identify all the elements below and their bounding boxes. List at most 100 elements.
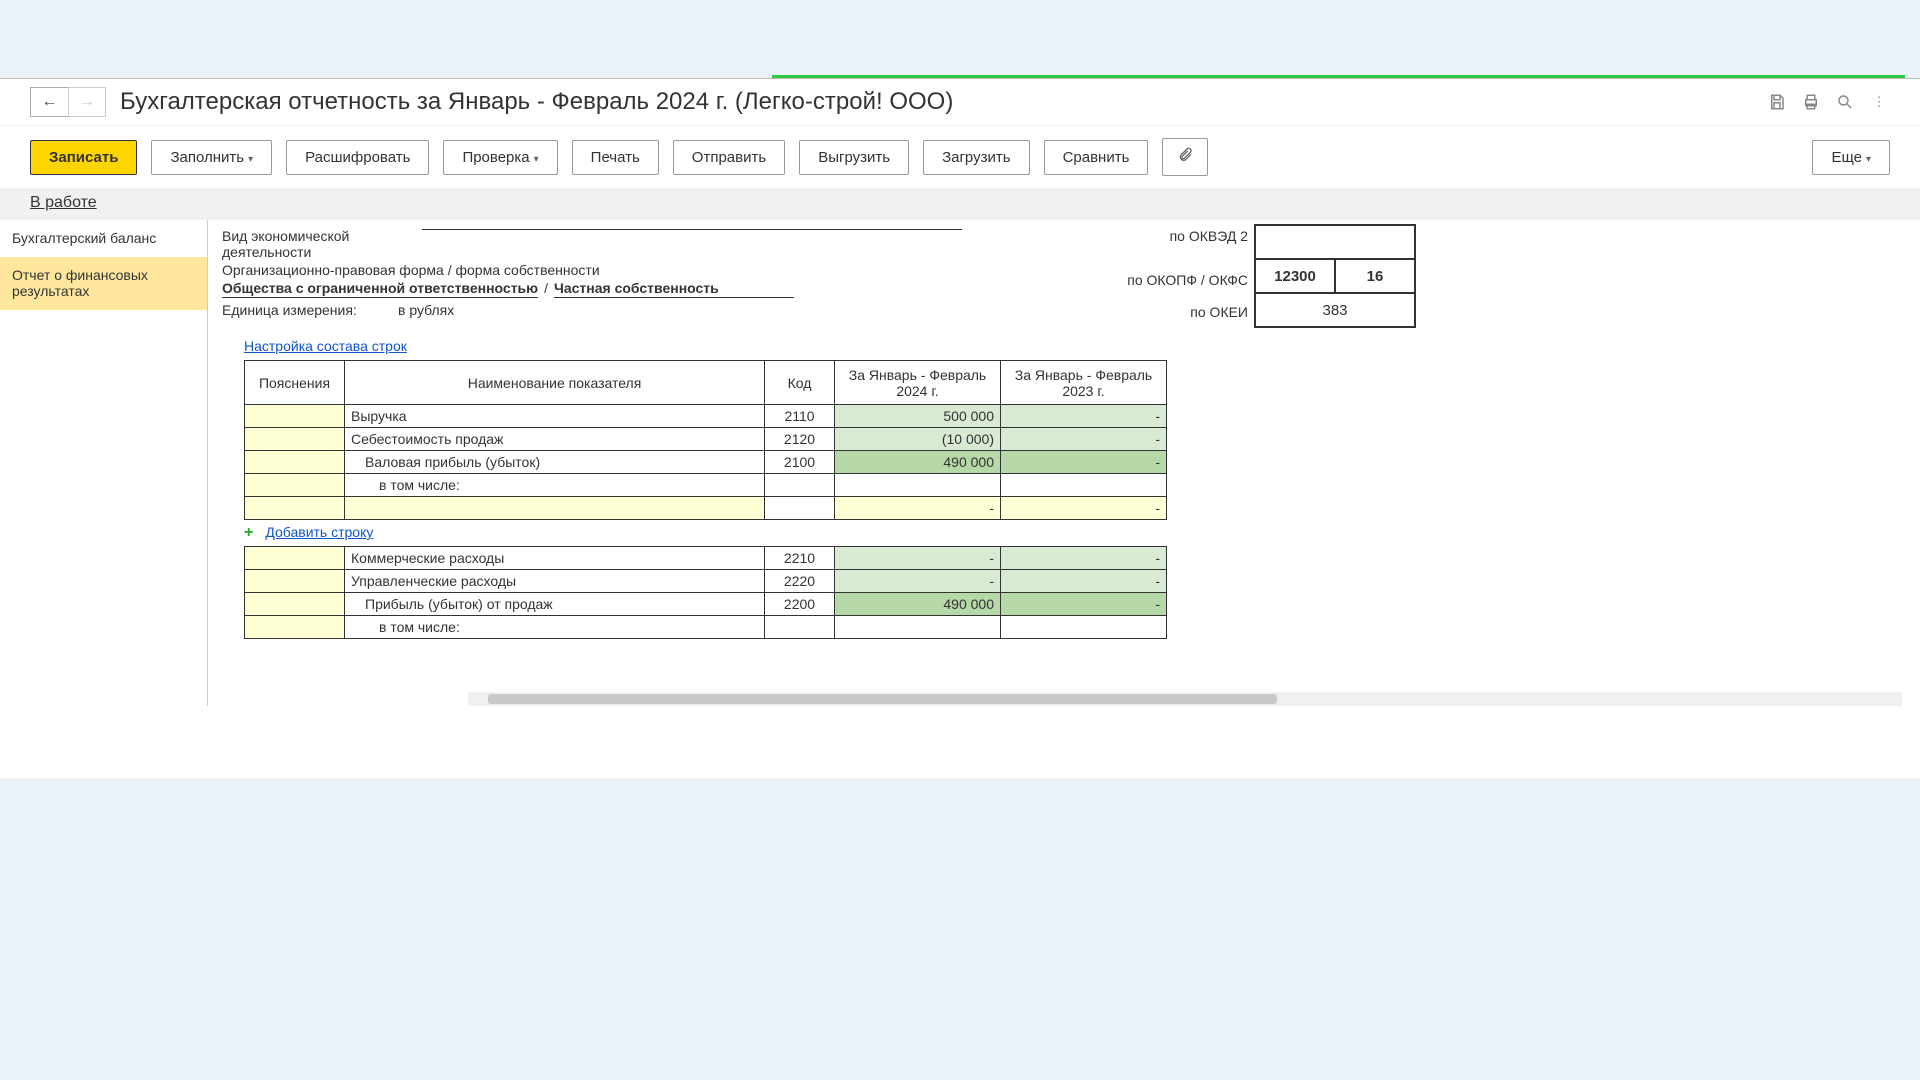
compare-button[interactable]: Сравнить <box>1044 140 1149 175</box>
legal-sep: / <box>544 280 548 296</box>
cell-period2[interactable]: - <box>1001 497 1167 520</box>
cell-expl[interactable] <box>245 616 345 639</box>
table-row[interactable]: Управленческие расходы2220-- <box>245 570 1167 593</box>
attach-button[interactable] <box>1162 138 1208 176</box>
cell-period2[interactable]: - <box>1001 593 1167 616</box>
cell-period1[interactable] <box>835 616 1001 639</box>
sidebar-item-balance[interactable]: Бухгалтерский баланс <box>0 220 207 257</box>
cell-code: 2220 <box>765 570 835 593</box>
table-row[interactable]: в том числе: <box>245 474 1167 497</box>
unit-value: в рублях <box>398 302 454 318</box>
sidebar-item-financial[interactable]: Отчет о финансовых результатах <box>0 257 207 310</box>
cell-period1[interactable]: 500 000 <box>835 405 1001 428</box>
okved-code[interactable] <box>1255 225 1415 259</box>
nav-back-button[interactable]: ← <box>30 87 68 117</box>
fill-button[interactable]: Заполнить▾ <box>151 140 272 175</box>
search-icon[interactable] <box>1834 91 1856 113</box>
legal-label: Организационно-правовая форма / форма со… <box>222 262 762 278</box>
col-period1: За Январь - Февраль 2024 г. <box>835 361 1001 405</box>
save-icon[interactable] <box>1766 91 1788 113</box>
okei-label: по ОКЕИ <box>1058 304 1248 334</box>
table-row[interactable]: Прибыль (убыток) от продаж2200490 000- <box>245 593 1167 616</box>
col-name: Наименование показателя <box>345 361 765 405</box>
cell-expl[interactable] <box>245 570 345 593</box>
cell-period1[interactable]: 490 000 <box>835 593 1001 616</box>
check-button[interactable]: Проверка▾ <box>443 140 557 175</box>
table-row[interactable]: в том числе: <box>245 616 1167 639</box>
cell-code <box>765 497 835 520</box>
okopf-label: по ОКОПФ / ОКФС <box>1058 258 1248 304</box>
okved-label: по ОКВЭД 2 <box>1058 228 1248 258</box>
cell-period2[interactable]: - <box>1001 547 1167 570</box>
table-row[interactable]: Валовая прибыль (убыток)2100490 000- <box>245 451 1167 474</box>
okfs-code[interactable]: 16 <box>1335 259 1415 293</box>
table-row[interactable]: Себестоимость продаж2120(10 000)- <box>245 428 1167 451</box>
financial-table-2: Коммерческие расходы2210--Управленческие… <box>244 546 1167 639</box>
cell-code: 2110 <box>765 405 835 428</box>
table-row[interactable]: -- <box>245 497 1167 520</box>
cell-code <box>765 474 835 497</box>
nav-forward-button[interactable]: → <box>68 87 106 117</box>
cell-period1[interactable]: - <box>835 497 1001 520</box>
code-boxes: 12300 16 383 <box>1254 224 1416 328</box>
cell-code: 2200 <box>765 593 835 616</box>
cell-period2[interactable]: - <box>1001 451 1167 474</box>
decode-button[interactable]: Расшифровать <box>286 140 429 175</box>
config-rows-link[interactable]: Настройка состава строк <box>244 338 407 354</box>
chevron-down-icon: ▾ <box>248 154 253 165</box>
kebab-icon[interactable]: ⋮ <box>1868 91 1890 113</box>
titlebar: ← → Бухгалтерская отчетность за Январь -… <box>0 79 1920 126</box>
cell-period2[interactable]: - <box>1001 428 1167 451</box>
cell-period2[interactable] <box>1001 616 1167 639</box>
status-link[interactable]: В работе <box>30 194 97 211</box>
cell-expl[interactable] <box>245 593 345 616</box>
print-icon[interactable] <box>1800 91 1822 113</box>
cell-period1[interactable] <box>835 474 1001 497</box>
cell-expl[interactable] <box>245 405 345 428</box>
main-content: по ОКВЭД 2 по ОКОПФ / ОКФС по ОКЕИ 12300… <box>208 220 1920 706</box>
more-button[interactable]: Еще▾ <box>1812 140 1890 175</box>
cell-expl[interactable] <box>245 474 345 497</box>
send-button[interactable]: Отправить <box>673 140 785 175</box>
cell-name: в том числе: <box>345 616 765 639</box>
legal-form: Общества с ограниченной ответственностью <box>222 280 538 298</box>
cell-name: в том числе: <box>345 474 765 497</box>
table-row[interactable]: Коммерческие расходы2210-- <box>245 547 1167 570</box>
cell-name: Прибыль (убыток) от продаж <box>345 593 765 616</box>
okopf-code[interactable]: 12300 <box>1255 259 1335 293</box>
cell-name: Себестоимость продаж <box>345 428 765 451</box>
add-row-link[interactable]: Добавить строку <box>265 524 373 540</box>
cell-period1[interactable]: 490 000 <box>835 451 1001 474</box>
cell-expl[interactable] <box>245 428 345 451</box>
cell-name: Управленческие расходы <box>345 570 765 593</box>
col-expl: Пояснения <box>245 361 345 405</box>
cell-period2[interactable]: - <box>1001 570 1167 593</box>
table-row[interactable]: Выручка2110500 000- <box>245 405 1167 428</box>
cell-period1[interactable]: (10 000) <box>835 428 1001 451</box>
sidebar: Бухгалтерский баланс Отчет о финансовых … <box>0 220 208 706</box>
import-button[interactable]: Загрузить <box>923 140 1030 175</box>
cell-name: Выручка <box>345 405 765 428</box>
cell-period2[interactable]: - <box>1001 405 1167 428</box>
unit-label: Единица измерения: <box>222 302 398 318</box>
cell-expl[interactable] <box>245 547 345 570</box>
cell-period1[interactable]: - <box>835 547 1001 570</box>
right-code-labels: по ОКВЭД 2 по ОКОПФ / ОКФС по ОКЕИ <box>1058 228 1248 334</box>
print-button[interactable]: Печать <box>572 140 659 175</box>
export-button[interactable]: Выгрузить <box>799 140 909 175</box>
cell-expl[interactable] <box>245 451 345 474</box>
okei-code[interactable]: 383 <box>1255 293 1415 327</box>
cell-name: Валовая прибыль (убыток) <box>345 451 765 474</box>
window-title: Бухгалтерская отчетность за Январь - Фев… <box>120 88 953 116</box>
cell-period2[interactable] <box>1001 474 1167 497</box>
cell-name: Коммерческие расходы <box>345 547 765 570</box>
horizontal-scrollbar[interactable] <box>468 692 1902 706</box>
financial-table: Пояснения Наименование показателя Код За… <box>244 360 1167 520</box>
save-button[interactable]: Записать <box>30 140 137 175</box>
chevron-down-icon: ▾ <box>534 154 539 165</box>
cell-expl[interactable] <box>245 497 345 520</box>
cell-period1[interactable]: - <box>835 570 1001 593</box>
activity-value[interactable] <box>422 228 962 230</box>
cell-code: 2120 <box>765 428 835 451</box>
status-bar: В работе <box>0 188 1920 220</box>
